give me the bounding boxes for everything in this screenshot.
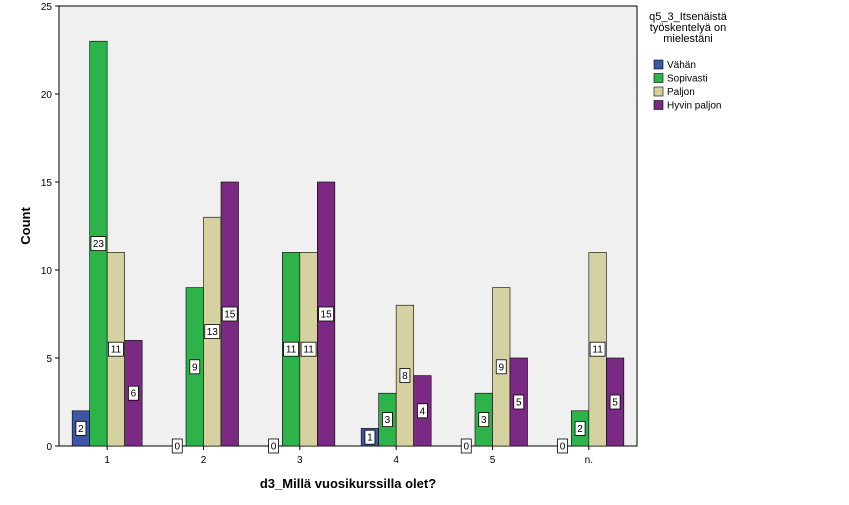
data-label: 2 (78, 424, 84, 435)
x-axis: 1 2 3 4 5 n. (104, 446, 593, 466)
legend-swatch (653, 86, 664, 97)
legend-label: Paljon (667, 87, 695, 98)
legend-swatch (653, 59, 664, 70)
data-label-box (574, 420, 586, 436)
x-tick-label: 1 (104, 455, 110, 466)
data-label-box (268, 438, 279, 454)
data-label-box (417, 403, 428, 419)
data-label-box (495, 359, 507, 375)
legend-title-line: q5_3_Itsenäistä (649, 11, 728, 23)
data-label: 3 (385, 415, 391, 426)
data-label: 9 (192, 362, 198, 373)
x-tick-label: 2 (201, 455, 207, 466)
data-label: 15 (321, 310, 333, 321)
y-axis-title: Count (18, 207, 33, 245)
data-label-box (478, 412, 490, 428)
data-label: 1 (367, 433, 373, 444)
data-label-box (460, 438, 472, 454)
data-label: 9 (498, 362, 504, 373)
data-label-box (283, 341, 299, 357)
y-tick-label: 5 (46, 354, 52, 365)
data-label-box (90, 236, 107, 252)
data-label-box (300, 341, 317, 357)
data-label: 13 (207, 327, 219, 338)
x-axis-title: d3_Millä vuosikurssilla olet? (260, 476, 436, 491)
data-label-box (318, 306, 334, 322)
data-label: 4 (420, 406, 426, 417)
plot-area (58, 5, 638, 447)
legend-title-line: mielestäni (663, 33, 713, 45)
data-label: 0 (271, 442, 277, 453)
data-label: 5 (516, 398, 522, 409)
data-label-box (609, 394, 621, 410)
data-label-box (75, 420, 87, 436)
y-tick-label: 10 (41, 266, 53, 277)
data-label: 5 (612, 398, 618, 409)
data-label: 6 (131, 389, 137, 400)
data-label: 0 (174, 442, 180, 453)
data-label-box (513, 394, 525, 410)
data-label: 15 (224, 310, 236, 321)
data-label-box (589, 341, 606, 357)
data-label-box (399, 368, 411, 384)
y-tick-label: 20 (41, 90, 53, 101)
x-tick-label: 5 (490, 455, 496, 466)
x-tick-label: n. (585, 455, 593, 466)
legend-swatch (653, 100, 664, 110)
x-tick-label: 4 (393, 455, 399, 466)
data-label-box (382, 412, 393, 428)
x-tick-label: 3 (297, 455, 303, 466)
data-label: 11 (286, 345, 297, 356)
y-axis: 0 5 10 15 20 25 (41, 2, 59, 453)
data-label-box (171, 438, 183, 454)
data-label-box (128, 385, 139, 401)
data-label-box (189, 359, 201, 375)
y-tick-label: 0 (46, 442, 52, 453)
y-tick-label: 25 (41, 2, 53, 13)
data-label: 11 (303, 345, 314, 356)
data-label-box (204, 324, 221, 340)
data-label: 3 (481, 415, 487, 426)
data-label: 0 (463, 442, 469, 453)
data-label: 2 (577, 424, 583, 435)
data-label-box (557, 438, 568, 454)
legend-label: Sopivasti (667, 74, 708, 85)
data-label-box (221, 306, 238, 322)
data-label-box (108, 341, 124, 357)
y-tick-label: 15 (41, 178, 53, 189)
data-label-box (364, 429, 376, 445)
data-label: 23 (93, 239, 105, 250)
legend-label: Hyvin paljon (667, 101, 721, 112)
data-label: 8 (402, 371, 408, 382)
data-label: 11 (111, 345, 122, 356)
data-label: 11 (592, 345, 603, 356)
legend-label: Vähän (667, 60, 696, 71)
data-label: 0 (560, 442, 566, 453)
legend-title-line: työskentelyä on (650, 22, 726, 34)
legend-swatch (653, 73, 664, 83)
